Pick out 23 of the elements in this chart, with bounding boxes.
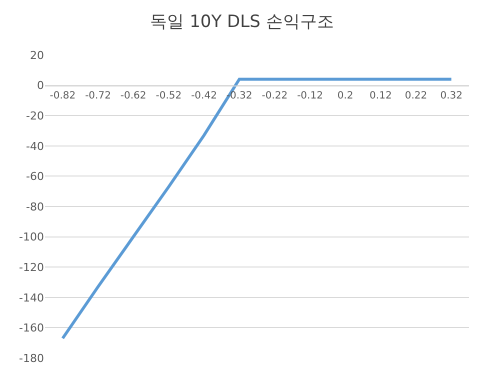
y-tick-label: -60 xyxy=(26,170,44,184)
x-tick-label: -0.12 xyxy=(297,90,323,102)
y-tick-label: -80 xyxy=(26,200,44,214)
y-tick-label: -140 xyxy=(19,291,44,304)
x-tick-label: -0.82 xyxy=(50,90,76,102)
y-tick-label: -100 xyxy=(19,230,44,244)
y-tick-label: -180 xyxy=(19,352,44,365)
x-tick-label: 0.22 xyxy=(404,90,428,102)
y-tick-label: -20 xyxy=(26,109,44,122)
y-tick-label: -120 xyxy=(19,260,44,274)
x-tick-label: 0.32 xyxy=(440,90,462,102)
y-tick-label: -160 xyxy=(19,322,44,335)
y-tick-label: 20 xyxy=(30,48,44,62)
y-tick-label: -40 xyxy=(26,140,44,153)
x-tick-label: -0.52 xyxy=(156,90,182,102)
x-tick-label: -0.62 xyxy=(120,90,146,102)
x-tick-label: -0.22 xyxy=(262,90,288,102)
chart-title: 독일 10Y DLS 손익구조 xyxy=(150,12,334,32)
y-tick-label: 0 xyxy=(37,79,44,92)
x-tick-label: 0.12 xyxy=(370,90,392,102)
x-tick-label: -0.42 xyxy=(191,90,217,102)
x-tick-label: 0.2 xyxy=(337,90,354,102)
x-tick-label: -0.72 xyxy=(85,90,111,102)
